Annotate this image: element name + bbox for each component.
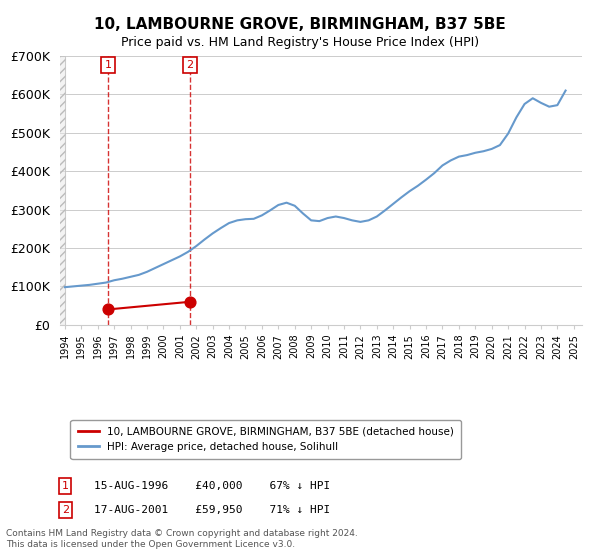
Text: Contains HM Land Registry data © Crown copyright and database right 2024.
This d: Contains HM Land Registry data © Crown c…	[6, 529, 358, 549]
Text: 15-AUG-1996    £40,000    67% ↓ HPI: 15-AUG-1996 £40,000 67% ↓ HPI	[94, 481, 330, 491]
Bar	[32, 56, 65, 325]
Legend: 10, LAMBOURNE GROVE, BIRMINGHAM, B37 5BE (detached house), HPI: Average price, d: 10, LAMBOURNE GROVE, BIRMINGHAM, B37 5BE…	[70, 419, 461, 459]
Text: 17-AUG-2001    £59,950    71% ↓ HPI: 17-AUG-2001 £59,950 71% ↓ HPI	[94, 505, 330, 515]
Point	[103, 305, 113, 314]
Point	[185, 297, 195, 306]
Text: 1: 1	[62, 481, 69, 491]
Text: Price paid vs. HM Land Registry's House Price Index (HPI): Price paid vs. HM Land Registry's House …	[121, 36, 479, 49]
Bar	[32, 56, 65, 325]
Text: 1: 1	[104, 60, 112, 70]
Text: 10, LAMBOURNE GROVE, BIRMINGHAM, B37 5BE: 10, LAMBOURNE GROVE, BIRMINGHAM, B37 5BE	[94, 17, 506, 32]
Text: 2: 2	[62, 505, 69, 515]
Text: 2: 2	[187, 60, 194, 70]
